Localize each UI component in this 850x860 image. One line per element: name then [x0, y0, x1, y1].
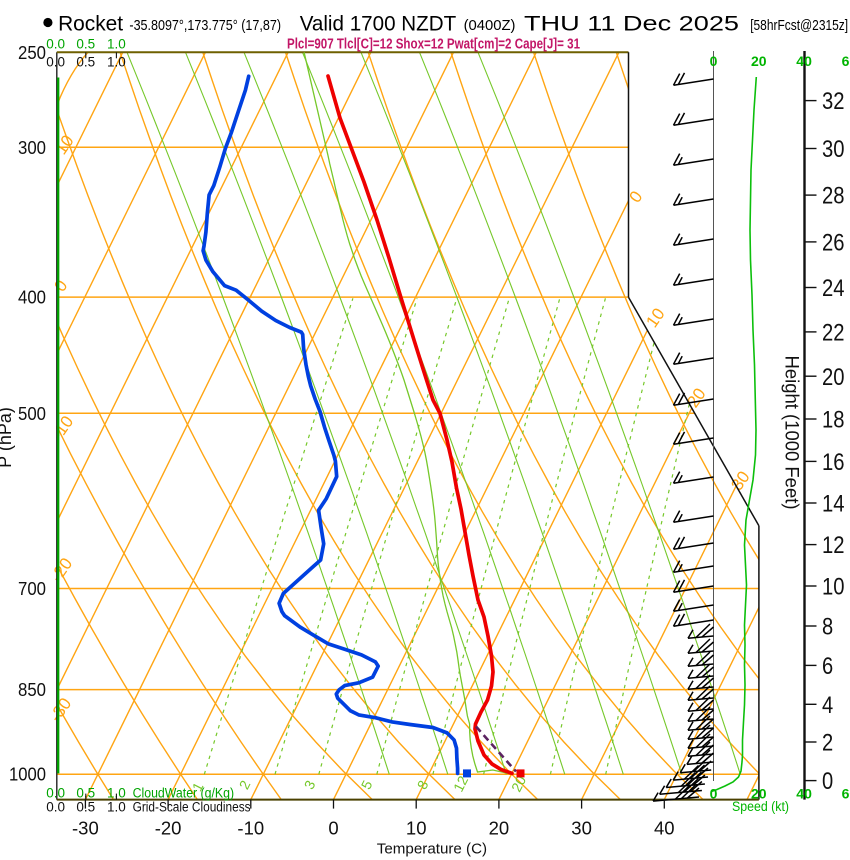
svg-text:20: 20: [751, 786, 767, 802]
svg-text:CloudWater (g/Kg): CloudWater (g/Kg): [133, 786, 235, 801]
svg-text:40: 40: [796, 786, 812, 802]
svg-text:0.0: 0.0: [46, 55, 65, 70]
svg-text:10: 10: [822, 574, 845, 601]
svg-text:Speed (kt): Speed (kt): [732, 799, 789, 814]
svg-text:300: 300: [18, 137, 46, 158]
svg-text:-10: -10: [237, 818, 264, 839]
svg-text:1.0: 1.0: [107, 37, 126, 52]
svg-text:6: 6: [822, 653, 833, 680]
svg-text:16: 16: [822, 449, 845, 476]
svg-text:0.5: 0.5: [76, 786, 95, 801]
svg-text:Plcl=907 Tlcl[C]=12 Shox=12 Pw: Plcl=907 Tlcl[C]=12 Shox=12 Pwat[cm]=2 C…: [287, 36, 580, 52]
svg-text:1.0: 1.0: [107, 800, 126, 815]
svg-text:[58hrFcst@2315z]: [58hrFcst@2315z]: [750, 17, 848, 34]
svg-text:14: 14: [822, 491, 845, 518]
svg-text:1.0: 1.0: [107, 786, 126, 801]
svg-text:22: 22: [822, 320, 845, 347]
svg-text:24: 24: [822, 275, 845, 302]
svg-text:0: 0: [822, 768, 833, 795]
svg-text:0.0: 0.0: [46, 37, 65, 52]
svg-text:1000: 1000: [9, 764, 46, 785]
svg-text:1.0: 1.0: [107, 55, 126, 70]
svg-text:26: 26: [822, 230, 845, 257]
svg-text:2: 2: [822, 730, 833, 757]
svg-text:30: 30: [822, 136, 845, 163]
svg-text:32: 32: [822, 88, 845, 115]
svg-text:0.0: 0.0: [46, 786, 65, 801]
svg-text:4: 4: [822, 692, 833, 719]
svg-text:0.5: 0.5: [76, 37, 95, 52]
svg-text:(0400Z): (0400Z): [464, 17, 516, 34]
svg-text:20: 20: [489, 818, 510, 839]
svg-text:28: 28: [822, 183, 845, 210]
svg-text:700: 700: [18, 578, 46, 599]
svg-text:Valid 1700 NZDT: Valid 1700 NZDT: [300, 13, 457, 36]
svg-text:30: 30: [571, 818, 592, 839]
svg-text:20: 20: [751, 53, 767, 69]
svg-text:10: 10: [406, 818, 427, 839]
svg-text:40: 40: [654, 818, 675, 839]
svg-text:Height (1000 Feet): Height (1000 Feet): [781, 356, 802, 510]
svg-text:THU 11 Dec 2025: THU 11 Dec 2025: [524, 12, 739, 36]
svg-text:40: 40: [796, 53, 812, 69]
svg-text:0.5: 0.5: [76, 800, 95, 815]
svg-text:400: 400: [18, 287, 46, 308]
svg-text:Rocket: Rocket: [58, 13, 123, 36]
svg-text:-30: -30: [72, 818, 99, 839]
svg-text:0.5: 0.5: [76, 55, 95, 70]
svg-text:60: 60: [842, 53, 850, 69]
svg-text:18: 18: [822, 407, 845, 434]
svg-text:60: 60: [842, 786, 850, 802]
svg-text:-20: -20: [155, 818, 182, 839]
svg-text:12: 12: [822, 532, 845, 559]
svg-text:0: 0: [710, 53, 718, 69]
svg-text:850: 850: [18, 679, 46, 700]
svg-text:250: 250: [18, 42, 46, 63]
svg-text:-35.8097°,173.775° (17,87): -35.8097°,173.775° (17,87): [129, 17, 281, 34]
svg-text:0.0: 0.0: [46, 800, 65, 815]
svg-text:0: 0: [710, 786, 718, 802]
svg-text:20: 20: [822, 364, 845, 391]
svg-text:500: 500: [18, 403, 46, 424]
svg-text:P (hPa): P (hPa): [0, 407, 15, 468]
svg-text:20: 20: [508, 773, 529, 794]
svg-text:Temperature (C): Temperature (C): [377, 841, 487, 858]
svg-text:12: 12: [450, 773, 471, 794]
svg-text:8: 8: [822, 614, 833, 641]
svg-text:0: 0: [328, 818, 338, 839]
svg-text:Grid-Scale Cloudiness: Grid-Scale Cloudiness: [133, 800, 251, 815]
